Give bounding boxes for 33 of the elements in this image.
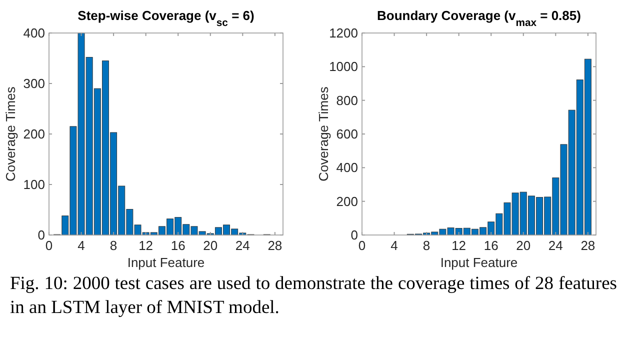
x-tick-label: 8 [110,238,118,253]
y-tick-label: 200 [23,126,45,142]
y-tick-label: 400 [336,160,358,176]
y-tick-label: 400 [23,26,45,40]
x-tick-label: 4 [390,238,398,253]
x-tick-label: 28 [580,238,596,253]
y-tick-label: 100 [23,177,45,192]
y-tick-label: 1200 [329,26,358,40]
x-tick-label: 4 [78,238,85,253]
y-axis-title: Coverage Times [3,86,18,182]
x-tick-label: 16 [170,238,186,253]
x-tick-label: 24 [548,238,563,253]
y-tick-label: 600 [336,126,358,142]
y-tick-label: 200 [336,194,358,209]
chart-title: Step-wise Coverage (v$_{sc}$ = 6) [78,8,254,28]
x-tick-label: 28 [268,238,282,253]
x-tick-label: 12 [138,238,154,253]
y-tick-label: 0 [38,228,45,242]
x-tick-label: 24 [235,238,250,253]
x-tick-label: 20 [516,238,531,253]
x-axis-title: Input Feature [127,255,205,270]
chart-title: Boundary Coverage (v$_{max}$ = 0.85) [377,8,581,28]
caption: Fig. 10: 2000 test cases are used to demonstrate the coverage times of 28 features in an LSTM layer of MNIST model. [10,273,617,320]
x-tick-label: 20 [203,238,218,253]
x-tick-label: 16 [484,238,498,253]
x-axis-title: Input Feature [440,255,518,270]
y-axis-title: Coverage Times [316,86,331,182]
y-tick-label: 1000 [329,59,358,74]
y-tick-label: 800 [336,92,358,108]
x-tick-label: 12 [452,238,466,253]
y-tick-label: 0 [350,228,358,242]
y-tick-label: 300 [23,76,45,91]
x-tick-label: 8 [422,238,430,253]
